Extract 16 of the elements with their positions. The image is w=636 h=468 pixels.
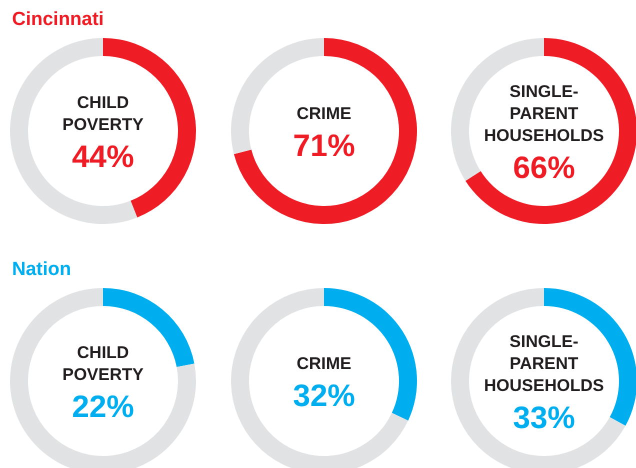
donut-slice: [465, 38, 636, 224]
text: 22%: [72, 389, 134, 424]
text: CRIME: [296, 104, 352, 123]
text: SINGLE-PARENT HOUSEHOLDS: [484, 82, 604, 145]
text: CRIME: [296, 354, 352, 373]
text: 33%: [512, 400, 576, 435]
text: CHILD POVERTY: [62, 93, 144, 134]
text: Cincinnati: [12, 9, 104, 30]
text: 32%: [292, 378, 356, 413]
text: 66%: [512, 150, 576, 185]
text: Nation: [12, 259, 72, 280]
text: 71%: [292, 128, 356, 163]
donut-slice: [234, 38, 417, 224]
text: CHILD POVERTY: [62, 343, 144, 384]
text: 44%: [72, 139, 134, 174]
text: SINGLE-PARENT HOUSEHOLDS: [484, 332, 604, 395]
